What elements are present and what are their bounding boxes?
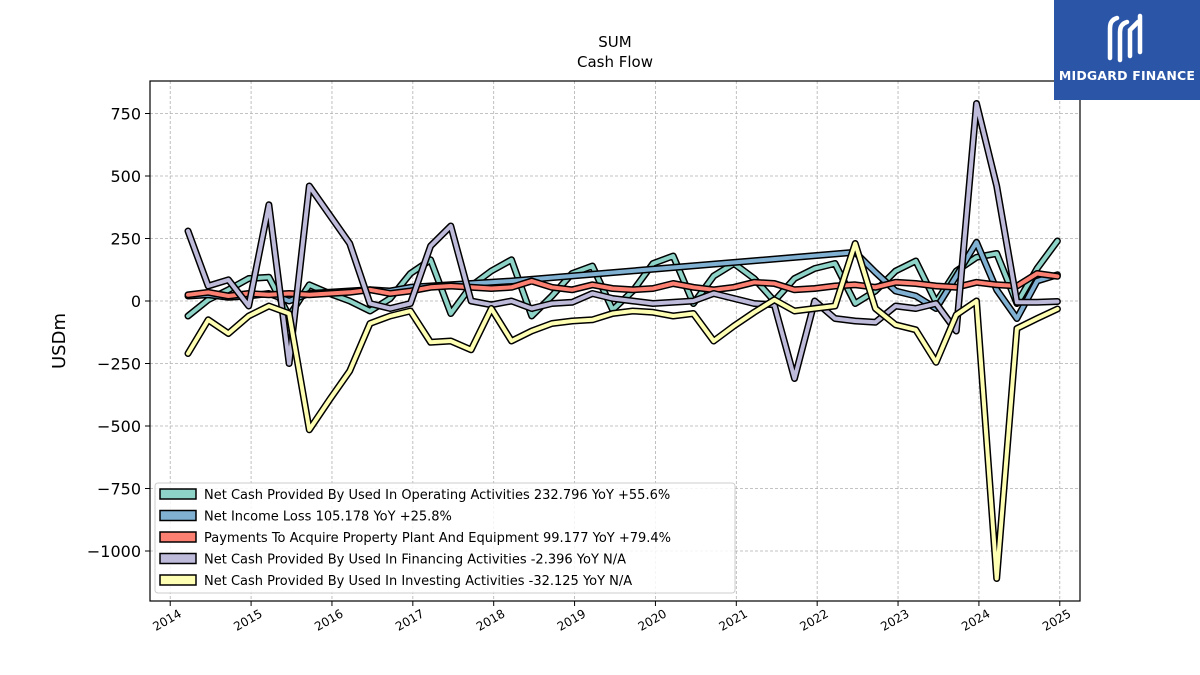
series-line [186, 241, 1060, 581]
legend: Net Cash Provided By Used In Operating A… [154, 482, 736, 594]
legend-swatch [159, 509, 197, 522]
y-tick-label: −500 [97, 417, 141, 436]
y-tick-label: 0 [131, 292, 141, 311]
legend-swatch [159, 552, 197, 565]
y-axis-label: USDm [49, 313, 70, 369]
x-tick-label: 2018 [474, 606, 507, 633]
y-tick-label: 250 [110, 230, 141, 249]
x-tick-label: 2025 [1040, 606, 1073, 633]
legend-label: Net Cash Provided By Used In Operating A… [204, 488, 670, 503]
logo-text: MIDGARD FINANCE [1058, 68, 1196, 83]
legend-label: Payments To Acquire Property Plant And E… [204, 531, 671, 546]
x-tick-label: 2021 [716, 606, 749, 633]
legend-swatch [159, 488, 197, 500]
series-lines [184, 100, 1061, 582]
series-payments-to-acquire-property-plant-and-equipment [184, 270, 1061, 300]
y-tick-label: 500 [110, 167, 141, 186]
series-net-cash-provided-by-used-in-investing-activities [184, 240, 1061, 582]
y-tick-label: −250 [97, 355, 141, 374]
x-tick-label: 2015 [231, 606, 264, 633]
series-line [186, 101, 1060, 381]
x-tick-label: 2023 [878, 606, 911, 633]
chart-subtitle: Cash Flow [577, 53, 653, 71]
legend-swatch [159, 574, 197, 586]
legend-swatch [159, 531, 197, 543]
y-tick-label: −1000 [87, 542, 141, 561]
x-tick-label: 2014 [150, 606, 183, 633]
series-outline [184, 100, 1061, 382]
legend-label: Net Cash Provided By Used In Investing A… [204, 574, 632, 589]
legend-label: Net Cash Provided By Used In Financing A… [204, 553, 626, 568]
x-tick-label: 2016 [312, 606, 345, 633]
chart-title: SUM [598, 33, 631, 51]
x-tick-label: 2022 [797, 606, 830, 633]
legend-box [154, 482, 736, 594]
midgard-logo-icon [1107, 13, 1143, 63]
y-tick-label: 750 [110, 105, 141, 124]
midgard-finance-logo: MIDGARD FINANCE [1054, 0, 1200, 100]
x-tick-label: 2017 [393, 606, 426, 633]
x-tick-label: 2020 [636, 606, 669, 633]
x-tick-label: 2024 [959, 606, 992, 633]
plot-frame [149, 80, 1081, 602]
y-tick-label: −750 [97, 480, 141, 499]
series-net-cash-provided-by-used-in-financing-activities [184, 100, 1061, 382]
x-tick-label: 2019 [555, 606, 588, 633]
legend-label: Net Income Loss 105.178 YoY +25.8% [204, 510, 452, 525]
series-line [186, 271, 1060, 298]
